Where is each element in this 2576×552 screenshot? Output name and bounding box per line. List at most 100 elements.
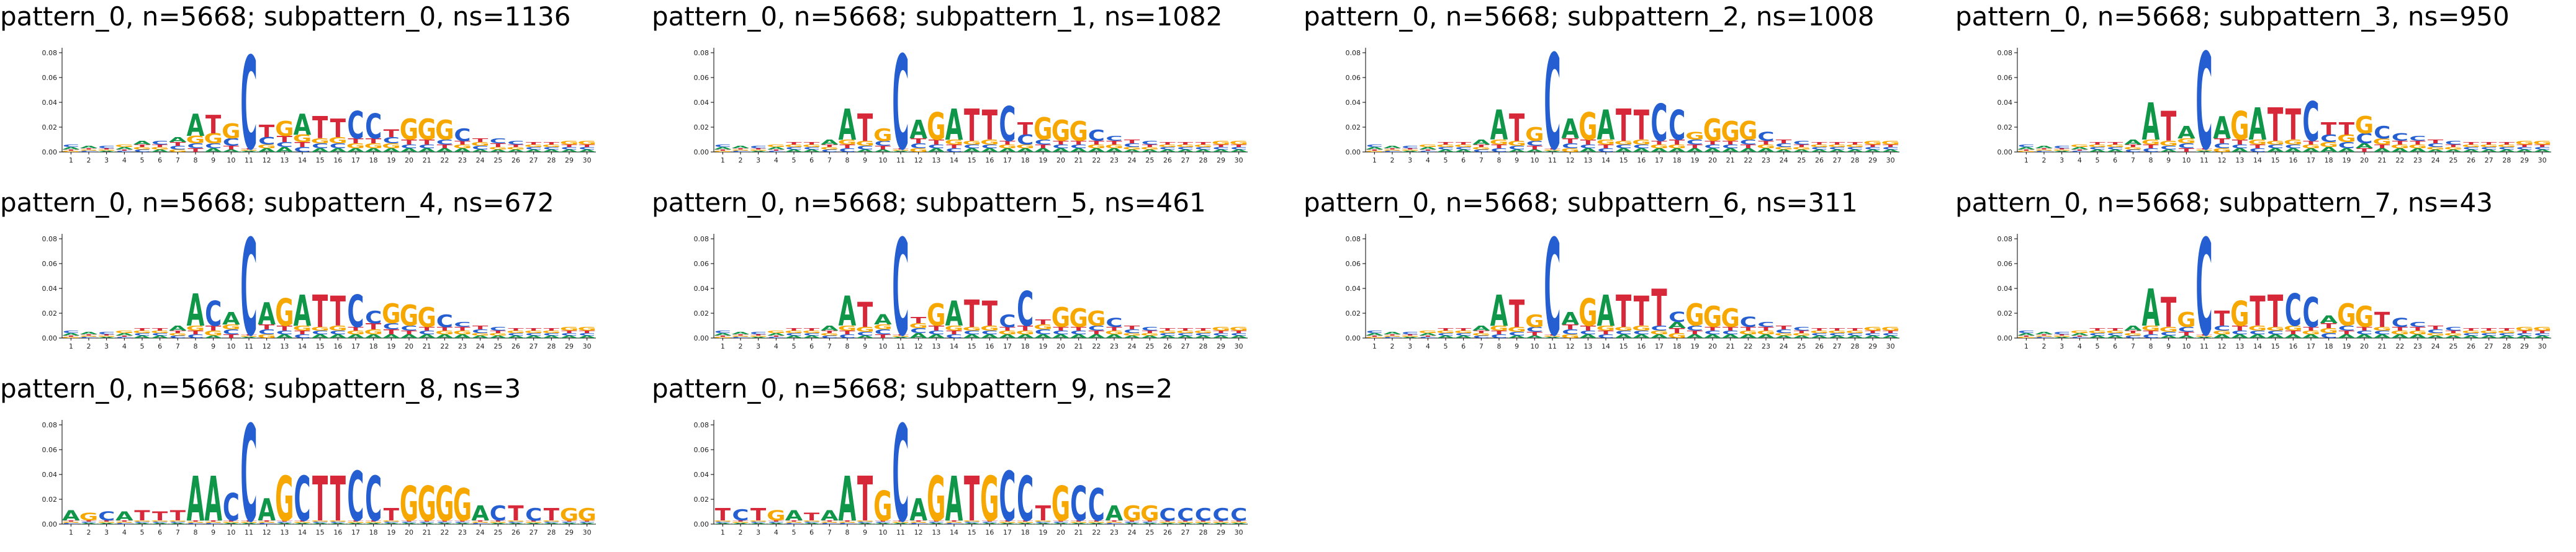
logo-letter-a: A [1454,149,1472,153]
x-tick-label: 19 [1690,156,1699,164]
logo-letter-g: G [1757,330,1775,336]
x-tick-label: 3 [756,528,760,536]
logo-letter-a: A [1544,151,1562,153]
y-tick-label: 0.02 [1997,123,2013,131]
logo-letter-g: G [962,326,981,332]
logo-letter-c: C [714,144,731,148]
logo-letter-t: T [1196,141,1211,145]
logo-letter-c: C [1580,144,1596,149]
logo-letter-c: C [2213,324,2230,332]
x-tick-label: 7 [827,342,832,350]
logo-letter-t: T [732,334,748,336]
logo-letter-c: C [803,332,820,336]
logo-letter-t: T [2072,336,2087,337]
logo-letter-c: C [2142,148,2159,153]
logo-letter-a: A [2071,146,2089,150]
sequence-logo-plot: 0.000.020.040.060.081 2 3 4 5 6 7 8 9 10 11 12 13 14 1… [42,30,597,178]
logo-letter-c: C [1420,337,1436,339]
logo-letter-a: A [187,285,205,337]
logo-letter-a: A [1739,334,1757,339]
logo-letter-g: G [417,113,436,146]
logo-letter-g: G [453,480,472,532]
logo-letter-a: A [1472,138,1490,146]
logo-letter-g: G [2284,324,2302,332]
logo-letter-a: A [1194,523,1213,525]
logo-letter-a: A [1088,148,1106,153]
x-tick-label: 17 [351,156,360,164]
y-tick-label: 0.00 [694,520,709,528]
logo-letter-t: T [1811,141,1827,145]
logo-letter-t: T [839,330,855,336]
logo-letter-g: G [417,477,436,532]
logo-letter-g: G [1052,477,1070,532]
logo-letter-c: C [928,144,945,149]
logo-letter-a: A [294,523,312,525]
logo-letter-c: C [1017,282,1034,337]
logo-letter-c: C [133,522,150,523]
logo-letter-c: C [821,335,838,339]
panel-title: pattern_0, n=5668; subpattern_7, ns=43 [1955,187,2493,218]
logo-letter-a: A [892,523,911,525]
logo-letter-t: T [750,148,766,150]
logo-letter-c: C [472,329,489,334]
logo-letter-t: T [750,334,766,336]
logo-letter-a: A [2516,335,2534,339]
x-tick-label: 9 [1515,156,1519,164]
logo-letter-g: G [2355,300,2374,334]
logo-letter-a: A [1016,334,1034,339]
logo-letter-g: G [731,149,750,151]
logo-letter-a: A [2195,337,2214,339]
panel-title: pattern_0, n=5668; subpattern_5, ns=461 [652,187,1206,218]
logo-letter-c: C [857,331,873,337]
logo-letter-a: A [436,523,454,525]
x-tick-label: 2 [739,342,743,350]
logo-letter-g: G [577,505,596,525]
logo-letter-a: A [2498,335,2516,339]
logo-letter-c: C [1633,144,1650,149]
y-tick-label: 0.00 [1346,334,1361,342]
logo-letter-g: G [1863,326,1882,332]
logo-letter-a: A [2159,149,2177,153]
logo-letter-a: A [454,523,472,525]
logo-letter-g: G [2195,149,2213,151]
logo-letter-a: A [1739,148,1757,153]
logo-letter-t: T [1196,327,1211,331]
logo-letter-g: G [489,146,507,150]
logo-letter-a: A [892,337,911,339]
x-tick-label: 18 [1673,156,1682,164]
logo-letter-t: T [526,520,541,522]
y-tick-label: 0.06 [42,74,58,82]
logo-letter-g: G [1507,140,1526,147]
logo-letter-t: T [893,520,908,522]
logo-letter-t: T [187,330,204,336]
logo-letter-a: A [80,145,98,149]
x-tick-label: 25 [493,528,502,536]
logo-letter-a: A [2284,334,2302,339]
logo-letter-a: A [418,148,436,153]
logo-letter-t: T [2036,148,2051,150]
logo-letter-g: G [453,330,472,336]
logo-letter-c: C [1159,332,1176,336]
logo-letter-c: C [383,321,400,331]
x-tick-label: 14 [950,528,958,536]
x-tick-label: 28 [1199,528,1207,536]
logo-letter-t: T [544,141,559,145]
logo-letter-t: T [2481,327,2497,331]
logo-letter-t: T [1160,327,1175,331]
x-tick-label: 29 [565,342,574,350]
panel-title: pattern_0, n=5668; subpattern_8, ns=3 [0,373,521,404]
x-tick-label: 14 [2253,342,2262,350]
x-tick-label: 21 [423,156,431,164]
y-tick-label: 0.06 [42,260,58,268]
logo-letter-c: C [1704,144,1721,149]
logo-letter-g: G [275,292,294,335]
logo-letter-g: G [1034,112,1052,148]
logo-letter-a: A [489,149,507,153]
logo-letter-c: C [98,331,115,335]
logo-letter-c: C [2409,321,2426,328]
logo-letter-g: G [1140,146,1159,150]
logo-letter-g: G [471,332,489,336]
logo-letter-c: C [1829,146,1845,150]
logo-letter-c: C [2462,146,2479,150]
logo-letter-g: G [873,323,892,331]
